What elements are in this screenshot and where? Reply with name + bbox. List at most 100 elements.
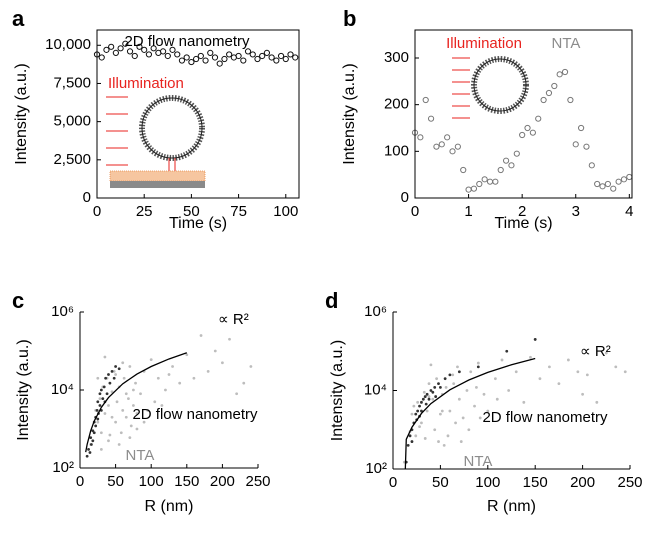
annotation: ∝ R² (580, 343, 611, 360)
data-point (160, 404, 164, 407)
data-point (164, 52, 171, 60)
data-point (164, 388, 167, 392)
data-point (440, 409, 444, 413)
data-point (169, 46, 176, 53)
y-tick-label: 10² (52, 459, 74, 476)
data-point (87, 447, 90, 451)
x-tick-label: 75 (230, 203, 247, 220)
data-point (431, 397, 435, 401)
data-point (122, 40, 129, 47)
data-point (292, 54, 299, 61)
data-point (235, 52, 242, 60)
data-point (92, 431, 96, 435)
data-point (548, 365, 551, 369)
x-tick-label: 0 (411, 203, 419, 220)
data-point (108, 433, 112, 437)
data-point (545, 89, 553, 97)
data-point (459, 440, 463, 443)
panel-2: 0 50 100 150 200 250 10² 10⁴ 10⁶ R (nm) Intensity … (12, 288, 271, 515)
x-tick-label: 100 (273, 203, 298, 220)
data-point (131, 52, 138, 60)
y-tick-label: 10,000 (45, 36, 91, 53)
data-point (482, 392, 486, 396)
data-point (448, 373, 452, 377)
data-point (193, 55, 200, 63)
data-point (206, 369, 210, 373)
data-point (567, 96, 574, 104)
data-point (96, 420, 100, 424)
data-point (207, 49, 214, 57)
data-point (112, 376, 116, 380)
y-tick-label: 0 (83, 189, 91, 206)
data-point (101, 397, 105, 401)
data-point (423, 395, 427, 398)
data-point (486, 178, 494, 185)
data-point (114, 373, 117, 376)
x-axis-label: R (nm) (487, 498, 536, 515)
data-point (421, 397, 425, 401)
data-point (438, 141, 445, 148)
data-point (444, 134, 451, 141)
y-tick-label: 0 (401, 189, 409, 206)
data-point (444, 385, 448, 389)
data-point (98, 392, 102, 396)
data-point (452, 382, 456, 385)
data-point (478, 416, 482, 420)
data-point (610, 185, 617, 192)
data-point (185, 353, 189, 357)
data-point (221, 55, 228, 63)
data-point (254, 55, 261, 63)
data-point (98, 54, 105, 61)
data-point (467, 428, 471, 432)
data-point (183, 54, 190, 61)
x-tick-label: 0 (76, 473, 84, 490)
data-point (112, 369, 116, 373)
y-tick-label: 10⁶ (364, 303, 387, 320)
data-point (91, 439, 95, 443)
y-axis-label: Intensity (a.u.) (329, 340, 346, 441)
x-tick-label: 0 (93, 203, 101, 220)
data-point (108, 43, 115, 50)
data-point (416, 409, 420, 413)
data-point (107, 404, 110, 407)
x-tick-label: 250 (617, 474, 642, 491)
x-axis-label: R (nm) (145, 498, 194, 515)
data-point (107, 439, 110, 443)
data-point (465, 186, 472, 193)
illustration-b (452, 56, 529, 119)
data-point (202, 57, 209, 64)
data-point (85, 454, 89, 458)
data-point (139, 392, 142, 396)
data-point (410, 412, 414, 416)
y-tick-label: 5,000 (53, 113, 91, 130)
data-point (420, 421, 423, 425)
y-tick-label: 10⁴ (51, 381, 74, 398)
x-tick-label: 100 (475, 474, 500, 491)
data-point (538, 377, 542, 381)
y-tick-label: 2,500 (53, 151, 91, 168)
data-point (433, 428, 437, 432)
data-point (156, 376, 160, 380)
annotation: NTA (464, 453, 493, 470)
data-point (414, 434, 418, 438)
annotation: Illumination (108, 75, 184, 92)
data-point (457, 370, 461, 374)
annotation: NTA (126, 447, 155, 464)
data-point (134, 381, 137, 385)
data-point (473, 404, 476, 408)
x-tick-label: 25 (136, 203, 153, 220)
data-point (235, 392, 239, 396)
data-point (167, 373, 171, 376)
data-point (99, 388, 103, 392)
data-point (475, 385, 478, 389)
data-point (244, 48, 252, 55)
y-axis-label: Intensity (a.u.) (341, 63, 358, 164)
data-point (141, 46, 148, 53)
data-point (108, 381, 112, 385)
data-point (588, 162, 595, 169)
data-point (242, 381, 246, 385)
data-point (99, 431, 103, 435)
data-point (136, 43, 143, 50)
data-point (470, 185, 478, 192)
data-point (128, 365, 132, 368)
